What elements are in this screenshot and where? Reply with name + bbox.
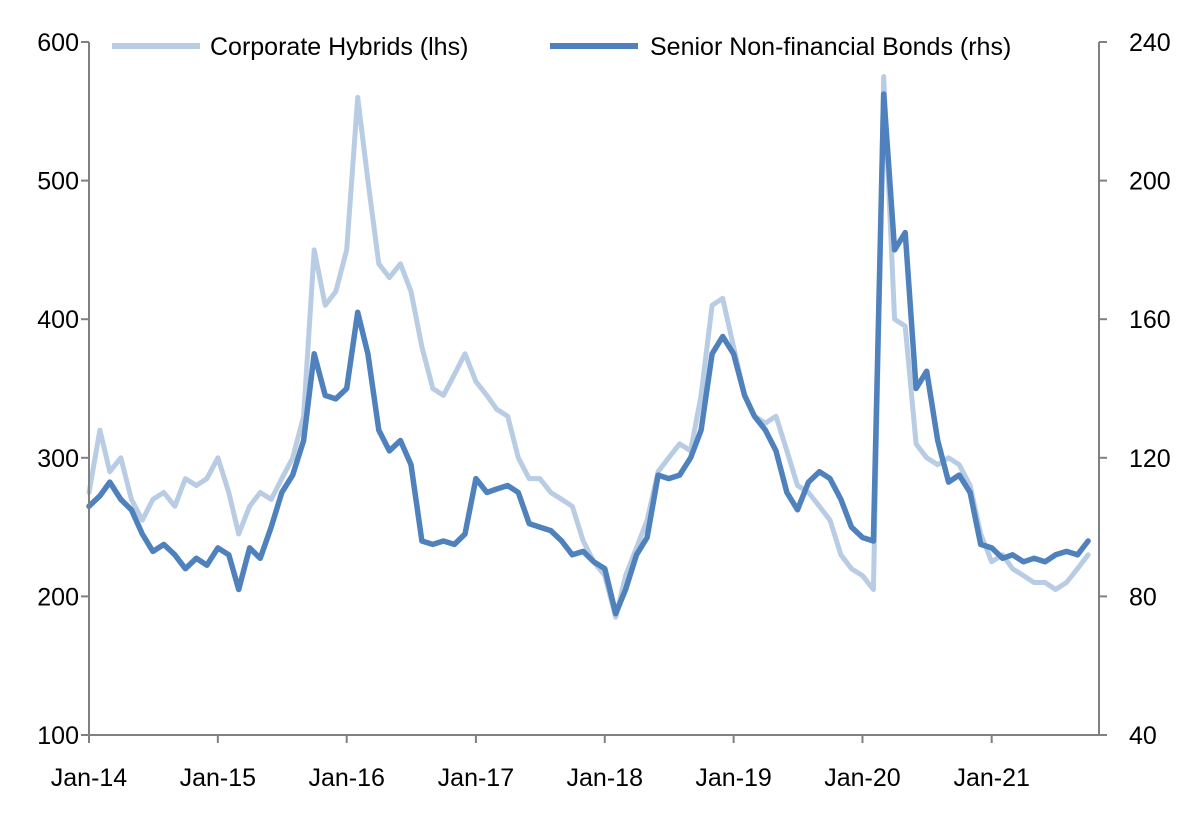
x-tick-label: Jan-19 — [695, 764, 771, 792]
legend-label-corporate-hybrids: Corporate Hybrids (lhs) — [210, 33, 468, 61]
left-y-tick-label: 600 — [37, 29, 79, 57]
right-y-tick-label: 120 — [1129, 445, 1171, 473]
x-tick-label: Jan-14 — [51, 764, 128, 792]
x-tick-label: Jan-20 — [824, 764, 900, 792]
series-lines — [86, 74, 1091, 620]
x-ticks: Jan-14 Jan-15 Jan-16 Jan-17 Jan-18 Jan-19 Jan-… — [51, 735, 1030, 792]
left-y-tick-label: 300 — [37, 445, 79, 473]
series-line-senior-non-financial-bonds — [86, 91, 1091, 617]
right-y-tick-label: 160 — [1129, 306, 1171, 334]
left-y-tick-label: 200 — [37, 583, 79, 611]
right-y-ticks: 40 80 120 160 200 240 — [1099, 29, 1171, 750]
x-tick-label: Jan-16 — [308, 764, 384, 792]
x-tick-label: Jan-21 — [953, 764, 1029, 792]
right-y-tick-label: 240 — [1129, 29, 1171, 57]
left-y-tick-label: 400 — [37, 306, 79, 334]
legend-label-senior-non-financial-bonds: Senior Non-financial Bonds (rhs) — [650, 33, 1011, 61]
left-y-tick-label: 100 — [37, 722, 79, 750]
x-tick-label: Jan-18 — [567, 764, 643, 792]
x-tick-label: Jan-17 — [438, 764, 514, 792]
legend-item-corporate-hybrids: Corporate Hybrids (lhs) — [112, 33, 468, 61]
left-y-ticks: 100 200 300 400 500 600 — [37, 29, 89, 750]
x-tick-label: Jan-15 — [180, 764, 256, 792]
axes — [88, 42, 1100, 736]
series-line-corporate-hybrids — [86, 74, 1091, 620]
legend: Corporate Hybrids (lhs) Senior Non-finan… — [100, 24, 1090, 68]
right-y-tick-label: 40 — [1129, 722, 1157, 750]
right-y-tick-label: 200 — [1129, 168, 1171, 196]
legend-item-senior-non-financial-bonds: Senior Non-financial Bonds (rhs) — [550, 33, 1011, 61]
right-y-tick-label: 80 — [1129, 583, 1157, 611]
left-y-tick-label: 500 — [37, 168, 79, 196]
